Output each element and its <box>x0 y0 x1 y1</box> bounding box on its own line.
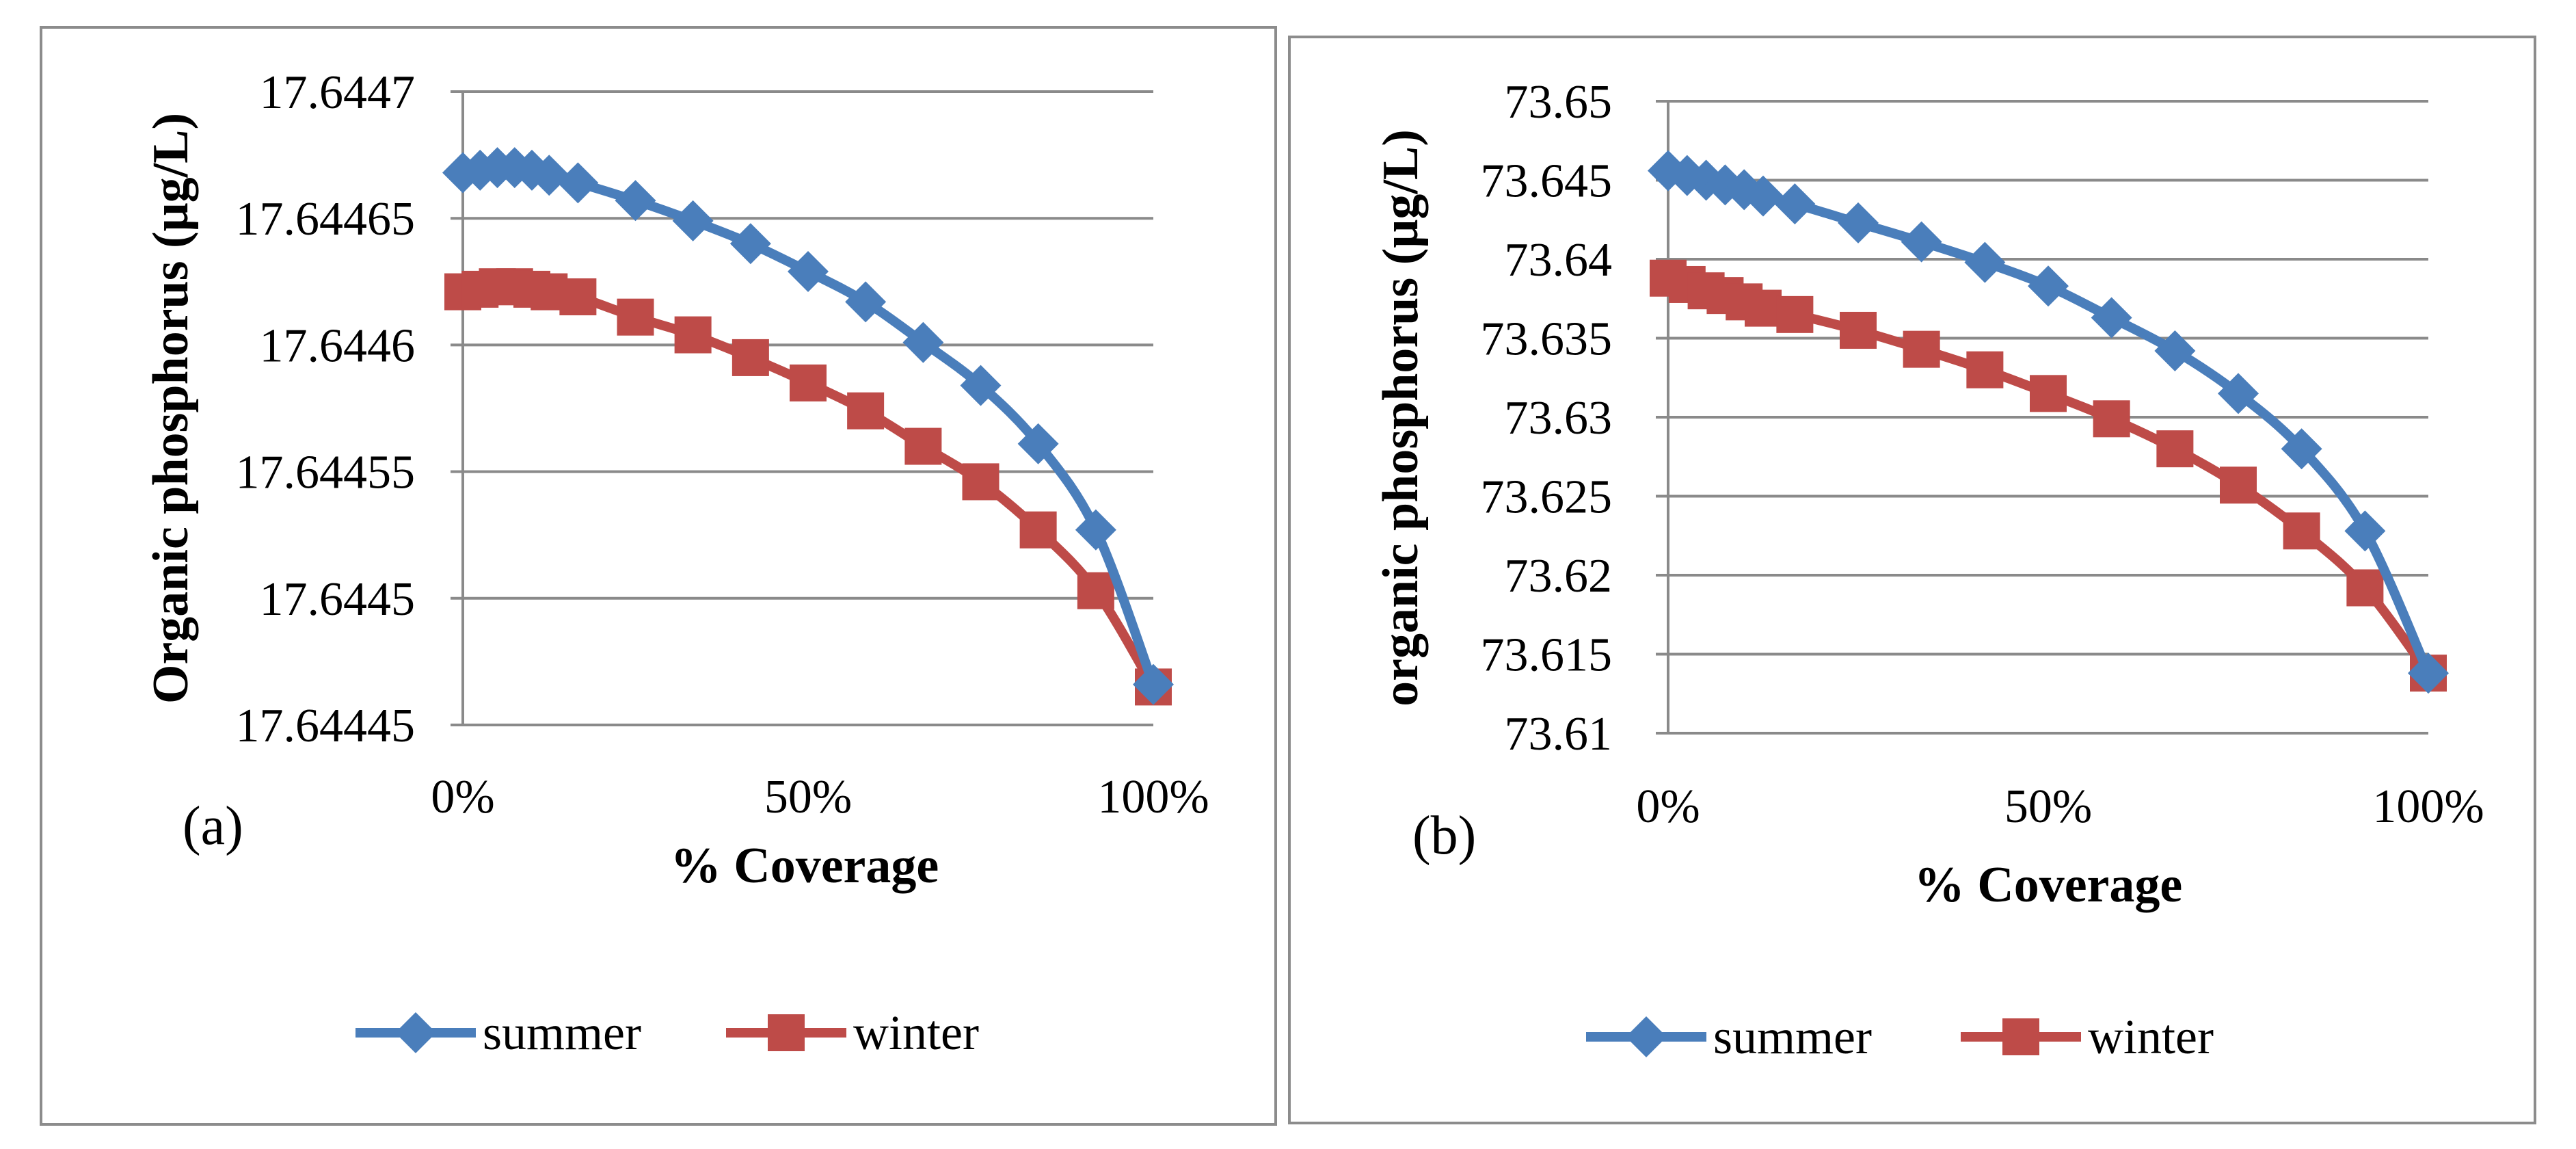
legend-label-summer: summer <box>483 1005 641 1060</box>
chart-panel-a: 17.64445 17.6445 17.64455 17.6446 17.64465 17… <box>40 26 1277 1126</box>
y-tick-label: 17.6445 <box>260 573 416 626</box>
data-point-winter <box>1019 511 1057 549</box>
data-point-winter <box>617 298 654 336</box>
legend-marker-winter <box>768 1014 805 1051</box>
data-point-summer <box>2218 373 2259 414</box>
data-point-summer <box>557 162 599 204</box>
legend-marker-summer <box>395 1012 436 1053</box>
data-point-summer <box>788 250 829 292</box>
series-line-winter <box>461 281 1158 690</box>
data-point-winter <box>790 364 827 401</box>
data-point-winter <box>2220 466 2257 504</box>
data-point-summer <box>2154 330 2196 371</box>
x-tick-label: 50% <box>764 771 852 823</box>
y-tick-label: 73.64 <box>1505 234 1613 287</box>
x-tick-label: 100% <box>2372 780 2484 833</box>
y-axis-title: Organic phosphorus (μg/L) <box>143 113 199 704</box>
y-tick-label: 17.64455 <box>236 447 416 499</box>
legend-marker-winter <box>2002 1018 2039 1055</box>
chart-a-svg: 17.64445 17.6445 17.64455 17.6446 17.64465 17… <box>143 66 1209 1060</box>
series-summer <box>1648 150 2449 694</box>
series-line-summer <box>461 162 1158 687</box>
y-tick-label: 73.62 <box>1505 550 1613 603</box>
y-tick-label: 73.61 <box>1505 708 1613 761</box>
data-point-winter <box>1776 295 1814 333</box>
series-line-summer <box>1667 166 2433 676</box>
series-summer <box>442 147 1174 705</box>
data-point-summer <box>615 180 656 222</box>
y-tick-label: 17.64465 <box>236 193 416 246</box>
x-axis-title: % Coverage <box>671 838 939 894</box>
data-point-winter <box>1840 311 1877 349</box>
data-point-winter <box>2030 375 2067 412</box>
data-point-winter <box>847 392 885 430</box>
data-point-summer <box>1648 150 1689 192</box>
y-tick-label: 73.635 <box>1481 313 1613 366</box>
data-point-summer <box>1901 221 1942 263</box>
legend-item-summer: summer <box>355 1005 641 1060</box>
x-tick-label: 0% <box>431 771 494 823</box>
data-point-summer <box>1017 423 1059 464</box>
x-tick-label: 50% <box>2004 780 2092 833</box>
data-point-summer <box>528 155 570 196</box>
data-point-summer <box>2408 652 2449 694</box>
legend-item-winter: winter <box>1961 1009 2214 1064</box>
data-point-summer <box>845 281 887 323</box>
legend-item-summer: summer <box>1586 1009 1872 1064</box>
series-winter <box>1650 259 2447 692</box>
legend-label-winter: winter <box>853 1005 979 1060</box>
data-point-summer <box>1666 155 1708 196</box>
data-point-summer <box>1838 202 1879 243</box>
y-tick-label: 73.615 <box>1481 629 1613 682</box>
data-point-summer <box>960 365 1002 406</box>
data-point-winter <box>1903 330 1940 368</box>
x-axis-title: % Coverage <box>1914 857 2182 913</box>
legend-marker-summer <box>1626 1016 1667 1057</box>
data-point-summer <box>2344 510 2386 552</box>
data-point-winter <box>962 463 999 501</box>
data-point-winter <box>2093 400 2130 438</box>
data-point-winter <box>732 339 769 376</box>
panel-label: (a) <box>183 796 243 856</box>
legend-label-winter: winter <box>2088 1009 2214 1064</box>
y-tick-label: 73.63 <box>1505 392 1613 445</box>
y-tick-label: 73.65 <box>1505 76 1613 129</box>
data-point-summer <box>2281 428 2322 470</box>
legend-label-summer: summer <box>1713 1009 1872 1064</box>
data-point-summer <box>729 223 771 265</box>
chart-b-svg: 73.61 73.615 73.62 73.625 73.63 73.635 73.64 73… <box>1373 76 2484 1064</box>
data-point-winter <box>1966 351 2004 388</box>
data-point-winter <box>1077 572 1114 609</box>
panel-label: (b) <box>1412 806 1476 866</box>
data-point-summer <box>1685 159 1727 201</box>
data-point-summer <box>1743 175 1784 217</box>
chart-panel-b: 73.61 73.615 73.62 73.625 73.63 73.635 73.64 73… <box>1288 36 2536 1124</box>
data-point-summer <box>2091 297 2132 339</box>
data-point-winter <box>904 427 942 465</box>
legend-item-winter: winter <box>726 1005 979 1060</box>
series-winter <box>444 268 1172 706</box>
x-tick-label: 100% <box>1097 771 1209 823</box>
data-point-winter <box>1745 289 1782 327</box>
data-point-summer <box>2028 265 2069 307</box>
y-tick-label: 17.6447 <box>260 66 416 119</box>
y-tick-label: 73.625 <box>1481 471 1613 524</box>
data-point-summer <box>1774 183 1816 225</box>
y-axis-title: organic phosphorus (μg/L) <box>1373 129 1429 706</box>
data-point-summer <box>1964 241 2006 283</box>
y-tick-label: 17.6446 <box>260 319 416 372</box>
y-tick-label: 73.645 <box>1481 155 1613 208</box>
data-point-winter <box>559 278 597 316</box>
x-tick-label: 0% <box>1636 780 1700 833</box>
data-point-summer <box>1133 663 1174 705</box>
data-point-winter <box>2346 569 2384 607</box>
data-point-summer <box>1075 509 1116 551</box>
data-point-winter <box>2283 512 2320 550</box>
data-point-summer <box>672 200 714 241</box>
data-point-winter <box>674 316 712 354</box>
data-point-summer <box>902 321 944 363</box>
y-tick-label: 17.64445 <box>236 700 416 752</box>
data-point-winter <box>2156 430 2194 468</box>
